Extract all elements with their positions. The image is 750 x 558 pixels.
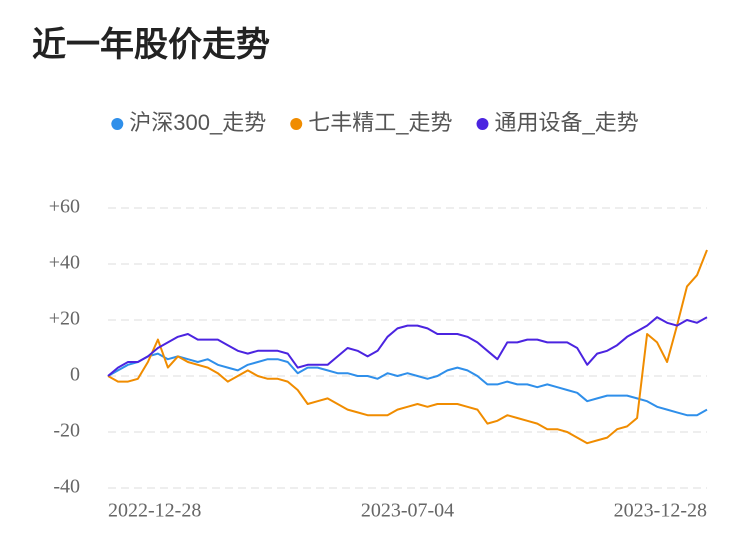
legend-label: 通用设备_走势: [495, 110, 639, 135]
legend-label: 七丰精工_走势: [308, 110, 452, 135]
legend-label: 沪深300_走势: [129, 110, 266, 135]
legend: 沪深300_走势 七丰精工_走势 通用设备_走势: [111, 110, 639, 135]
series-line: [107, 249, 708, 445]
y-tick-label: 0: [70, 364, 80, 386]
legend-marker: [111, 118, 124, 130]
x-tick-label: 2022-12-28: [108, 500, 201, 522]
x-tick-label: 2023-12-28: [614, 500, 707, 522]
y-tick-label: +60: [49, 196, 80, 218]
legend-marker: [476, 118, 489, 130]
y-tick-label: +40: [49, 252, 80, 274]
x-tick-label: 2023-07-04: [361, 500, 454, 522]
y-tick-label: -40: [53, 476, 80, 498]
series-line: [107, 352, 708, 417]
chart-title: 近一年股价走势: [32, 26, 270, 64]
y-tick-label: +20: [49, 308, 80, 330]
series-line: [107, 316, 708, 377]
legend-marker: [290, 118, 303, 130]
y-tick-label: -20: [53, 420, 80, 442]
